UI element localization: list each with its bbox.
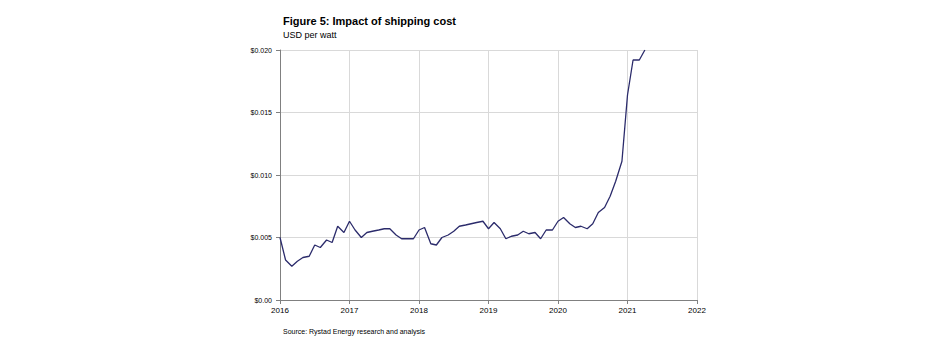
- svg-text:2022: 2022: [688, 306, 706, 315]
- svg-text:2016: 2016: [271, 306, 289, 315]
- svg-text:2020: 2020: [549, 306, 567, 315]
- svg-text:$0.00: $0.00: [254, 297, 272, 304]
- svg-text:2021: 2021: [619, 306, 637, 315]
- svg-text:2019: 2019: [480, 306, 498, 315]
- svg-text:$0.005: $0.005: [251, 234, 273, 241]
- svg-text:$0.010: $0.010: [251, 172, 273, 179]
- svg-text:$0.015: $0.015: [251, 109, 273, 116]
- svg-text:2018: 2018: [410, 306, 428, 315]
- svg-text:$0.020: $0.020: [251, 47, 273, 54]
- svg-text:Source: Rystad Energy research: Source: Rystad Energy research and analy…: [283, 328, 426, 336]
- svg-text:Figure 5: Impact of shipping c: Figure 5: Impact of shipping cost: [283, 15, 456, 27]
- svg-text:USD per watt: USD per watt: [283, 30, 337, 40]
- svg-text:2017: 2017: [341, 306, 359, 315]
